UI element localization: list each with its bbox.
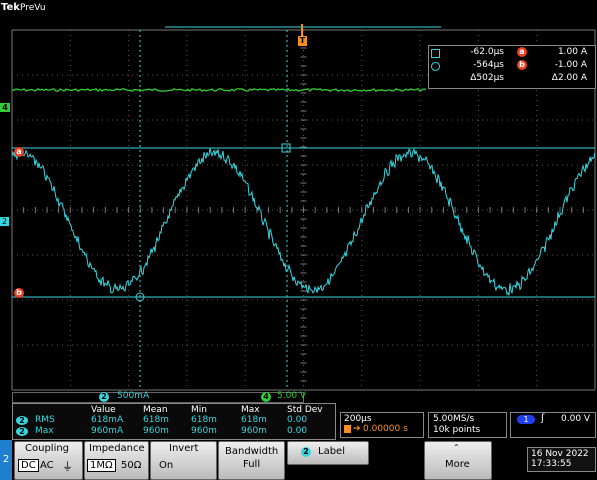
clock: 16 Nov 2022 17:33:55 [527, 447, 596, 472]
option: AC [40, 460, 54, 471]
impedance-button[interactable]: Impedance 1MΩ 50Ω [84, 441, 149, 480]
column-header: Min [191, 405, 207, 415]
measurement-name: RMS [35, 415, 55, 425]
ch2-trace [11, 147, 596, 296]
cursor-time: Δ502µs [470, 73, 504, 83]
measurement-cell: 618m [241, 415, 267, 425]
channel-badge: 2 [99, 392, 109, 402]
channel-badge: 2 [16, 416, 28, 425]
coupling-button[interactable]: Coupling DC AC ⏚ [14, 441, 83, 480]
column-header: Value [91, 405, 116, 415]
channel-tab[interactable]: 2 [0, 440, 12, 480]
column-header: Mean [143, 405, 168, 415]
more-button[interactable]: ⌃ More [424, 441, 492, 480]
column-header: Max [241, 405, 260, 415]
measurement-cell: 960m [241, 426, 267, 436]
button-label: Invert [169, 443, 199, 454]
measurement-cell: 960mA [91, 426, 124, 436]
column-header: Std Dev [287, 405, 323, 415]
cursor-b-marker: b [14, 288, 24, 298]
invert-button[interactable]: Invert On [150, 441, 217, 480]
channel-badge: 2 [16, 427, 28, 436]
brand: Tek [1, 2, 20, 13]
option-selected: DC [18, 459, 39, 472]
sample-rate: 5.00MS/s [433, 414, 475, 424]
label-button[interactable]: 2 Label [287, 441, 369, 465]
cursor-badge: a [517, 47, 527, 57]
measurement-cell: 618m [143, 415, 169, 425]
ch4-marker: 4 [0, 103, 10, 112]
trigger-marker: T [298, 36, 307, 46]
option: 50Ω [121, 460, 142, 471]
cursor-readout: -62.0µs a 1.00 A -564µs b -1.00 A Δ502µs Δ2.00 … [428, 45, 596, 89]
measurement-name: Max [35, 426, 54, 436]
cursor-value: -1.00 A [554, 60, 587, 70]
cursor-handle [281, 143, 291, 153]
cursor-time: -62.0µs [470, 47, 504, 57]
cursor-value: 1.00 A [557, 47, 587, 57]
mode: PreVu [20, 3, 46, 13]
acquisition: 5.00MS/s 10k points [428, 412, 507, 438]
cursor-time: -564µs [473, 60, 504, 70]
more-icon: ⌃ [453, 443, 460, 452]
graticule [11, 24, 596, 391]
button-label: Label [318, 446, 345, 457]
trigger-level: 0.00 V [561, 414, 591, 424]
record-length: 10k points [433, 425, 481, 435]
cursor-handle [135, 292, 145, 302]
position-icon [344, 425, 351, 433]
timebase: 200µs ➔ 0.00000 s [340, 412, 424, 438]
button-label: Coupling [25, 443, 70, 454]
option-selected: 1MΩ [87, 459, 116, 472]
channel-scale: 5.00 V [277, 391, 307, 401]
button-label: Impedance [89, 443, 145, 454]
measurement-cell: 618m [191, 415, 217, 425]
trigger-status: 1 ʃ 0.00 V [510, 412, 596, 438]
ground-icon: ⏚ [62, 460, 73, 473]
measurement-cell: 618mA [91, 415, 124, 425]
ch2-marker: 2 [0, 217, 9, 226]
measurement-cell: 0.00 [287, 426, 308, 436]
measurement-cell: 0.00 [287, 415, 308, 425]
button-value: Full [243, 459, 261, 470]
ch4-trace [11, 88, 427, 93]
time-scale: 200µs [344, 414, 372, 424]
cursor-value: Δ2.00 A [551, 73, 587, 83]
measurement-cell: 960m [191, 426, 217, 436]
cursor-a-marker: a [14, 147, 24, 157]
channel-badge: 2 [301, 447, 311, 457]
channel-badge: 4 [261, 392, 271, 402]
measurement-cell: 960m [143, 426, 169, 436]
cursor-badge: b [517, 60, 527, 70]
cursor-icon [431, 49, 440, 58]
arrow: ➔ [353, 424, 361, 434]
bandwidth-button[interactable]: Bandwidth Full [218, 441, 285, 480]
cursor-icon [431, 62, 440, 71]
button-value: On [159, 460, 174, 471]
measurement-table: Value Mean Min Max Std Dev 2 RMS 618mA 618m 618m 6… [12, 403, 336, 440]
channel-scale: 500mA [117, 391, 150, 401]
date: 16 Nov 2022 [531, 449, 589, 459]
edge-icon: ʃ [541, 413, 545, 424]
trigger-channel: 1 [517, 415, 535, 424]
position: 0.00000 s [363, 424, 408, 434]
channel-status: 2 500mA 4 5.00 V [12, 391, 307, 403]
time: 17:33:55 [531, 459, 572, 469]
button-label: Bandwidth [225, 446, 279, 457]
button-label: More [445, 459, 470, 470]
